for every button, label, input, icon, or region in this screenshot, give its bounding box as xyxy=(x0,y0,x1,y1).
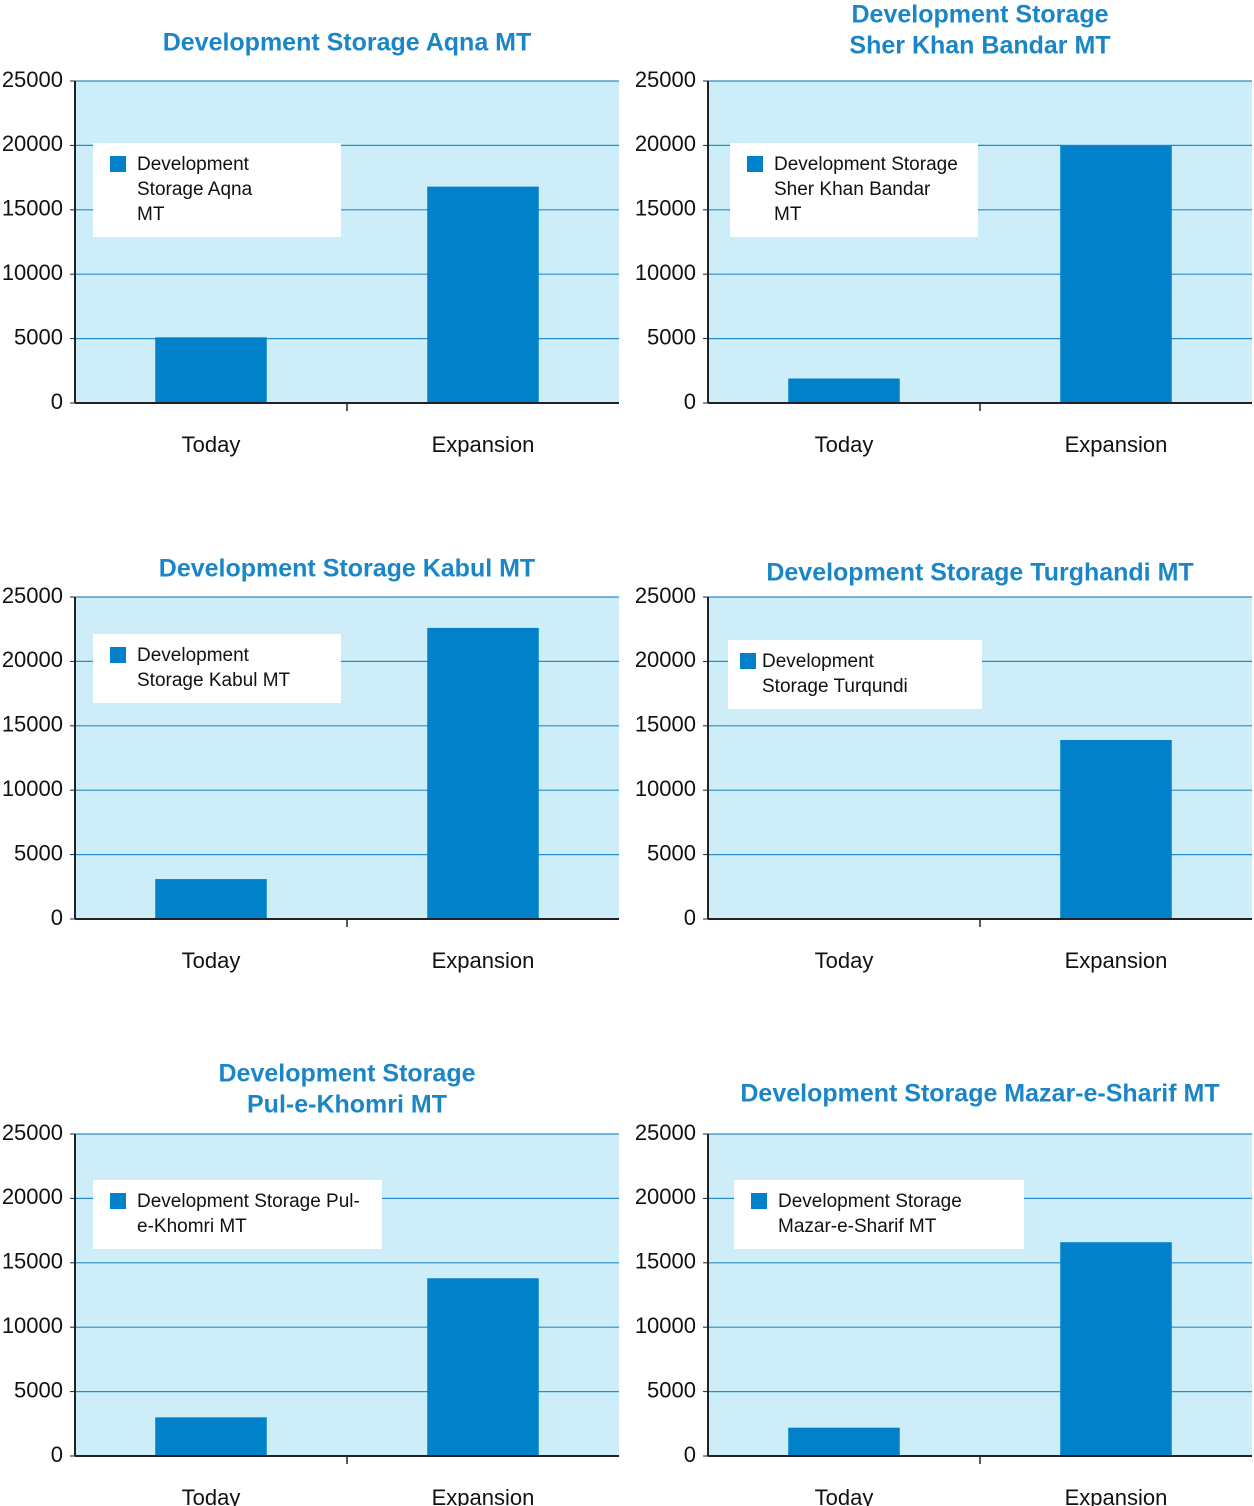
y-tick-label: 25000 xyxy=(635,67,696,92)
y-tick-label: 0 xyxy=(684,389,696,414)
y-tick-label: 15000 xyxy=(2,1249,63,1274)
legend: Development Storage Turqundi xyxy=(728,640,982,709)
y-tick-label: 25000 xyxy=(635,1120,696,1145)
y-tick-label: 25000 xyxy=(2,1120,63,1145)
bar xyxy=(788,1427,900,1456)
legend: Development Storage Kabul MT xyxy=(93,634,341,703)
y-tick-label: 20000 xyxy=(635,131,696,156)
chart-title: Development Storage Mazar-e-Sharif MT xyxy=(740,1080,1219,1108)
legend-label: Development Storage Pul-e-Khomri MT xyxy=(137,1191,360,1237)
bar xyxy=(427,186,539,403)
chart-title: Sher Khan Bandar MT xyxy=(849,32,1110,60)
y-tick-label: 10000 xyxy=(635,776,696,801)
y-tick-label: 0 xyxy=(51,1442,63,1467)
x-tick-label: Today xyxy=(815,432,874,457)
y-tick-label: 20000 xyxy=(635,1184,696,1209)
y-tick-label: 0 xyxy=(684,905,696,930)
y-tick-label: 25000 xyxy=(2,67,63,92)
legend: Development Storage Pul-e-Khomri MT xyxy=(93,1180,382,1249)
y-tick-label: 5000 xyxy=(14,840,63,865)
bar xyxy=(427,627,539,919)
chart-title: Development Storage Kabul MT xyxy=(159,555,535,583)
y-tick-label: 25000 xyxy=(635,583,696,608)
x-tick-label: Expansion xyxy=(432,432,535,457)
x-tick-label: Expansion xyxy=(432,1485,535,1506)
y-tick-label: 10000 xyxy=(635,260,696,285)
y-tick-label: 15000 xyxy=(635,1249,696,1274)
y-tick-label: 0 xyxy=(684,1442,696,1467)
x-tick-label: Expansion xyxy=(1065,948,1168,973)
legend: Development Storage Aqna MT xyxy=(93,143,341,237)
bar xyxy=(1060,739,1172,919)
y-tick-label: 20000 xyxy=(635,647,696,672)
legend: Development Storage Sher Khan Bandar MT xyxy=(730,143,978,237)
y-tick-label: 25000 xyxy=(2,583,63,608)
chart-title: Development Storage xyxy=(218,1060,475,1088)
y-tick-label: 10000 xyxy=(635,1313,696,1338)
y-tick-label: 5000 xyxy=(647,324,696,349)
y-tick-label: 20000 xyxy=(2,647,63,672)
x-tick-label: Expansion xyxy=(432,948,535,973)
legend-label: Development Storage Kabul MT xyxy=(137,645,291,691)
legend-label: Development Storage Aqna MT xyxy=(137,154,253,225)
x-tick-label: Today xyxy=(815,948,874,973)
legend-swatch xyxy=(751,1193,767,1209)
chart-title: Pul-e-Khomri MT xyxy=(247,1091,447,1119)
y-tick-label: 10000 xyxy=(2,260,63,285)
bar xyxy=(1060,1242,1172,1456)
y-tick-label: 10000 xyxy=(2,1313,63,1338)
x-tick-label: Today xyxy=(182,1485,241,1506)
y-tick-label: 5000 xyxy=(14,324,63,349)
chart-title: Development Storage Aqna MT xyxy=(163,29,532,57)
x-tick-label: Today xyxy=(182,948,241,973)
y-tick-label: 15000 xyxy=(2,196,63,221)
bar xyxy=(788,378,900,403)
chart-title: Development Storage Turghandi MT xyxy=(766,559,1193,587)
y-tick-label: 15000 xyxy=(2,712,63,737)
x-tick-label: Expansion xyxy=(1065,432,1168,457)
y-tick-label: 20000 xyxy=(2,131,63,156)
legend-swatch xyxy=(110,647,126,663)
bar xyxy=(155,879,267,919)
y-tick-label: 15000 xyxy=(635,712,696,737)
chart-title: Development Storage xyxy=(851,1,1108,29)
legend-label: Development Storage Turqundi xyxy=(762,651,908,697)
x-tick-label: Expansion xyxy=(1065,1485,1168,1506)
y-tick-label: 20000 xyxy=(2,1184,63,1209)
y-tick-label: 5000 xyxy=(14,1377,63,1402)
y-tick-label: 0 xyxy=(51,389,63,414)
legend-label: Development Storage Mazar-e-Sharif MT xyxy=(778,1191,962,1237)
bar xyxy=(155,337,267,403)
legend-swatch xyxy=(110,1193,126,1209)
y-tick-label: 15000 xyxy=(635,196,696,221)
y-tick-label: 0 xyxy=(51,905,63,930)
y-tick-label: 5000 xyxy=(647,840,696,865)
legend: Development Storage Mazar-e-Sharif MT xyxy=(734,1180,1024,1249)
legend-swatch xyxy=(110,156,126,172)
legend-swatch xyxy=(747,156,763,172)
x-tick-label: Today xyxy=(182,432,241,457)
y-tick-label: 10000 xyxy=(2,776,63,801)
legend-swatch xyxy=(740,653,756,669)
legend-label: Development Storage Sher Khan Bandar MT xyxy=(774,154,958,225)
bar xyxy=(155,1417,267,1456)
x-tick-label: Today xyxy=(815,1485,874,1506)
y-tick-label: 5000 xyxy=(647,1377,696,1402)
bar xyxy=(1060,145,1172,403)
bar xyxy=(427,1278,539,1456)
